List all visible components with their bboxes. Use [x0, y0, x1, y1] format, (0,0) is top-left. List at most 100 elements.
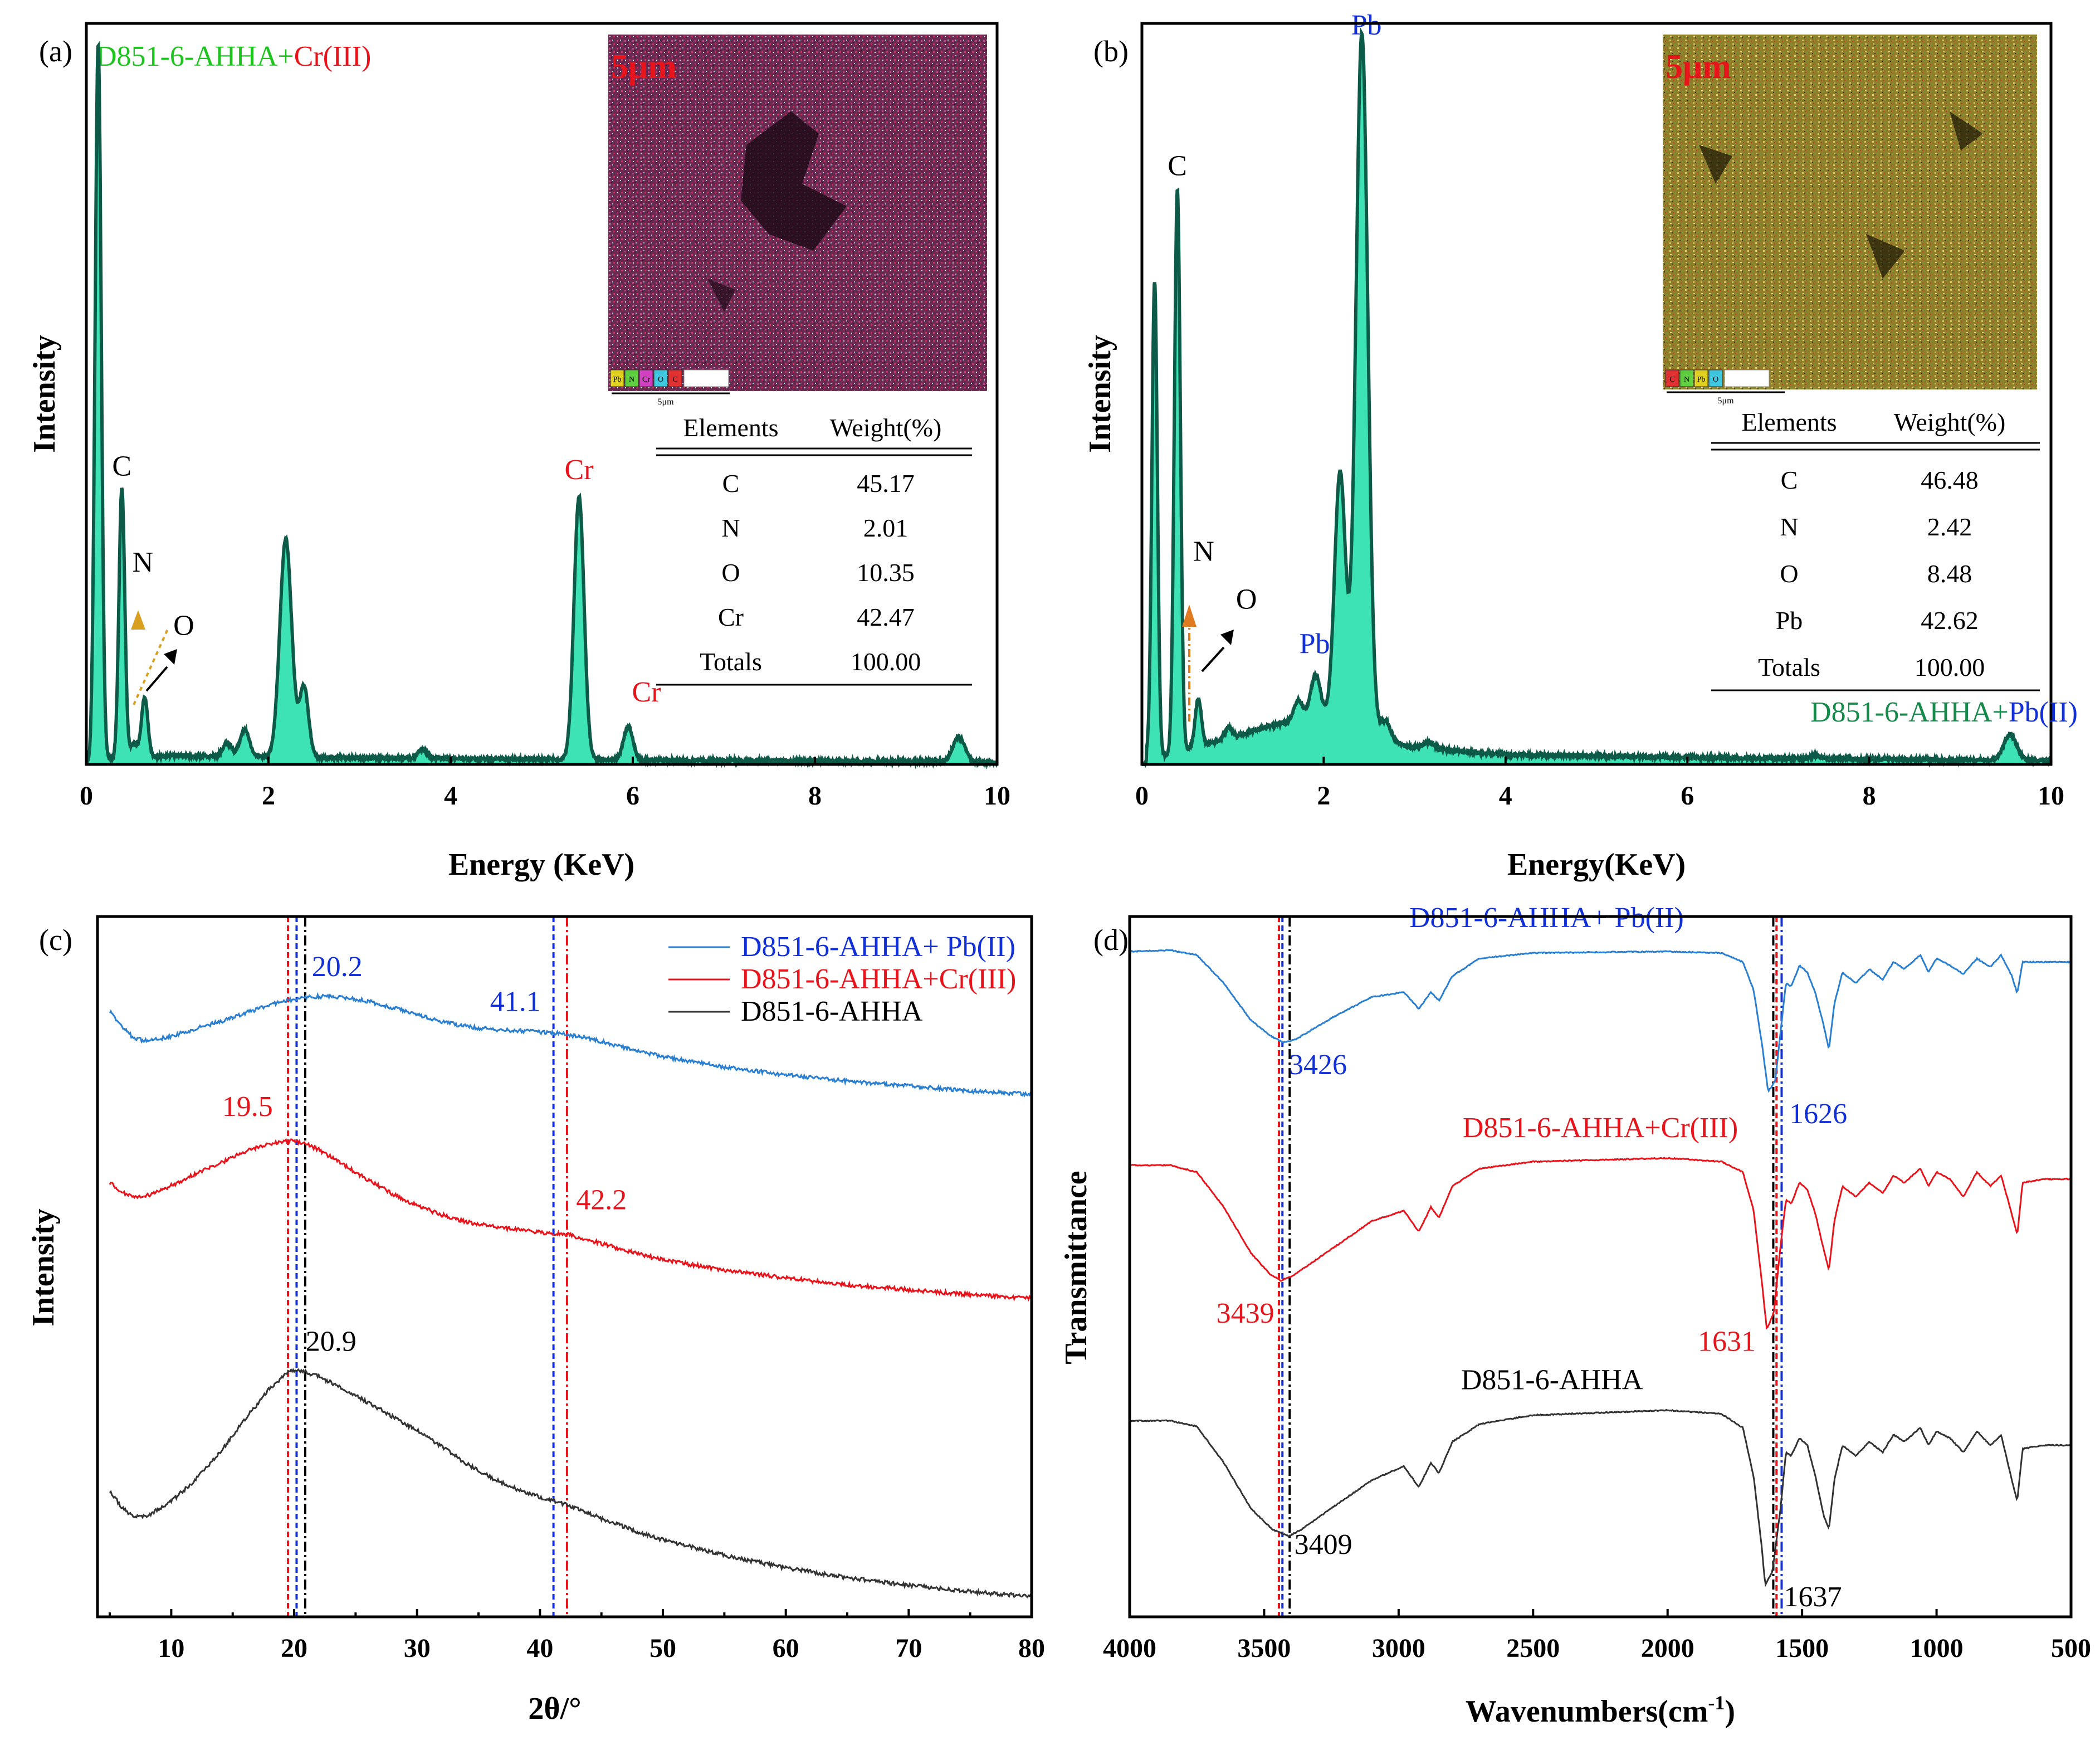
x-tick-label: 70 — [895, 1634, 922, 1663]
peak-label-pb: Pb — [1351, 9, 1382, 41]
table-cell: O — [721, 558, 740, 587]
panel-d-xlabel-sup: -1 — [1708, 1691, 1725, 1714]
map-legend-label: Pb — [1697, 376, 1706, 384]
panel-d-xlabel: Wavenumbers(cm-1) — [1466, 1691, 1735, 1729]
table-cell: 2.42 — [1927, 513, 1972, 541]
table-cell: 42.62 — [1921, 606, 1979, 635]
legend-label-2: D851-6-AHHA — [741, 996, 923, 1027]
panel-b-xlabel: Energy(KeV) — [1507, 847, 1686, 882]
x-tick-label: 4 — [1499, 781, 1512, 811]
n-arrowhead-b — [1182, 605, 1196, 627]
x-tick-label: 6 — [1681, 781, 1694, 811]
panel-d-x-ticks: 4000 3500 3000 2500 2000 1500 1000 500 — [1103, 1609, 2091, 1663]
x-tick-label: 3000 — [1372, 1634, 1425, 1663]
panel-a-title-base: D851-6-AHHA+ — [96, 41, 294, 72]
o-arrowhead-a — [164, 649, 177, 665]
x-tick-label: 10 — [158, 1634, 184, 1663]
x-tick-label: 500 — [2051, 1634, 2091, 1663]
panel-a-xlabel: Energy (KeV) — [448, 847, 634, 882]
o-arrowhead-b — [1220, 630, 1234, 645]
peak-label-o: O — [1236, 584, 1257, 616]
panel-a-peak-labels: C N O Cr Cr — [112, 450, 661, 708]
panel-d-annotations: D851-6-AHHA+ Pb(II)34261626D851-6-AHHA+C… — [1217, 902, 1847, 1613]
peak-label-c: C — [112, 450, 131, 482]
series-line-2 — [1129, 1408, 2072, 1587]
x-tick-label: 10 — [2038, 781, 2064, 811]
eds-a-spectrum-line — [85, 41, 999, 769]
annotation-label: 19.5 — [222, 1091, 273, 1123]
map-dark-spot-a — [707, 279, 735, 312]
map-legend-label: C — [672, 376, 677, 384]
x-tick-label: 2 — [262, 781, 275, 811]
table-cell: C — [1781, 466, 1798, 494]
table-cell: N — [721, 514, 740, 542]
map-legend-b: C N Pb O — [1665, 369, 1770, 387]
table-cell: Cr — [718, 603, 744, 631]
panel-b-frame — [1140, 22, 2053, 766]
map-legend-swatch — [653, 369, 668, 387]
annotation-label: 20.9 — [306, 1325, 356, 1357]
series-line-2 — [109, 1368, 1033, 1598]
x-tick-label: 2000 — [1641, 1634, 1694, 1663]
table-cell: Totals — [700, 647, 762, 676]
annotation-label: 1637 — [1784, 1581, 1842, 1613]
composition-table-b: Elements Weight(%) C 46.48 N 2.42 O 8.48 Pb 42.62… — [1711, 408, 2040, 691]
element-map-image-b — [1663, 35, 2037, 389]
table-cell: Pb — [1776, 606, 1803, 635]
map-legend-label: Cr — [642, 376, 650, 384]
map-legend-label: N — [1684, 376, 1689, 384]
table-header: Elements — [683, 413, 778, 442]
panel-a-ylabel: Intensity — [27, 335, 62, 453]
map-legend-swatch — [624, 369, 639, 387]
table-cell: 8.48 — [1927, 559, 1972, 588]
series-line-1 — [109, 1138, 1033, 1302]
panel-c-frame — [96, 915, 1033, 1619]
annotation-label: 3426 — [1289, 1049, 1347, 1081]
x-tick-label: 1000 — [1910, 1634, 1964, 1663]
x-tick-label: 30 — [404, 1634, 431, 1663]
panel-a-id: (a) — [39, 35, 72, 68]
panel-a-title-ion: Cr(III) — [294, 41, 372, 72]
x-tick-label: 40 — [526, 1634, 553, 1663]
peak-label-n: N — [133, 547, 154, 578]
x-tick-label: 50 — [649, 1634, 676, 1663]
map-legend-swatch — [1665, 369, 1679, 387]
n-arrow-a — [133, 626, 170, 705]
o-arrow-a — [145, 666, 168, 692]
table-header: Elements — [1741, 408, 1837, 436]
eds-b-spectrum-area — [1142, 33, 2051, 765]
map-legend-swatch — [1708, 369, 1723, 387]
map-legend-swatch — [610, 369, 624, 387]
map-dark-pores-b — [1699, 111, 1983, 279]
x-tick-label: 8 — [1863, 781, 1876, 811]
series-line-1 — [1129, 1157, 2072, 1330]
panel-d-ylabel: Transmittance — [1059, 1171, 1093, 1364]
annotation-label: 20.2 — [312, 951, 363, 983]
x-tick-label: 8 — [808, 781, 822, 811]
peak-label-o: O — [173, 610, 194, 641]
panel-d-xlabel-base: Wavenumbers(cm — [1466, 1694, 1708, 1729]
map-legend-swatch — [668, 369, 682, 387]
peak-label-cr: Cr — [565, 454, 594, 486]
x-tick-label: 0 — [80, 781, 93, 811]
table-cell: 45.17 — [857, 469, 915, 498]
x-tick-label: 60 — [773, 1634, 799, 1663]
map-scale-text-b: 5μm — [1666, 48, 1731, 86]
x-tick-label: 4 — [444, 781, 457, 811]
composition-table-a: Elements Weight(%) C 45.17 N 2.01 O 10.35 Cr 42.4… — [656, 413, 972, 686]
panel-c-legend: D851-6-AHHA+ Pb(II)D851-6-AHHA+Cr(III)D8… — [668, 931, 1016, 1027]
x-tick-label: 6 — [626, 781, 639, 811]
x-tick-label: 2500 — [1506, 1634, 1560, 1663]
map-legend-label: O — [658, 376, 663, 384]
x-tick-label: 10 — [984, 781, 1010, 811]
panel-d-frame — [1128, 915, 2073, 1619]
x-tick-label: 0 — [1135, 781, 1149, 811]
panel-b-element-map-inset: 5μm C N Pb O 5μm — [1663, 35, 2037, 406]
panel-a-eds: (a) D851-6-AHHA+Cr(III) 0 2 4 6 8 10 CNOCrCr … — [27, 22, 1010, 882]
map-legend-label: N — [629, 376, 634, 384]
panel-b-ylabel: Intensity — [1083, 335, 1117, 453]
annotation-label: 1626 — [1789, 1098, 1847, 1130]
table-header: Weight(%) — [1894, 408, 2006, 436]
